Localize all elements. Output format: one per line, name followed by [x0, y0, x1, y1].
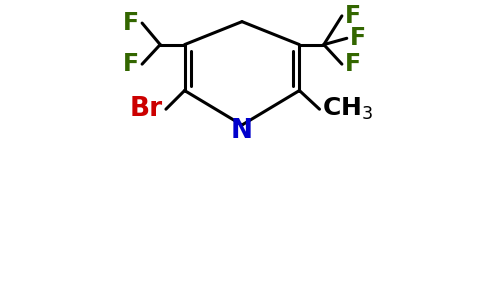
- Text: N: N: [231, 118, 253, 144]
- Text: Br: Br: [130, 96, 163, 122]
- Text: F: F: [123, 52, 139, 76]
- Text: F: F: [349, 26, 366, 50]
- Text: F: F: [345, 4, 361, 28]
- Text: CH$_3$: CH$_3$: [322, 96, 374, 122]
- Text: F: F: [123, 11, 139, 35]
- Text: F: F: [345, 52, 361, 76]
